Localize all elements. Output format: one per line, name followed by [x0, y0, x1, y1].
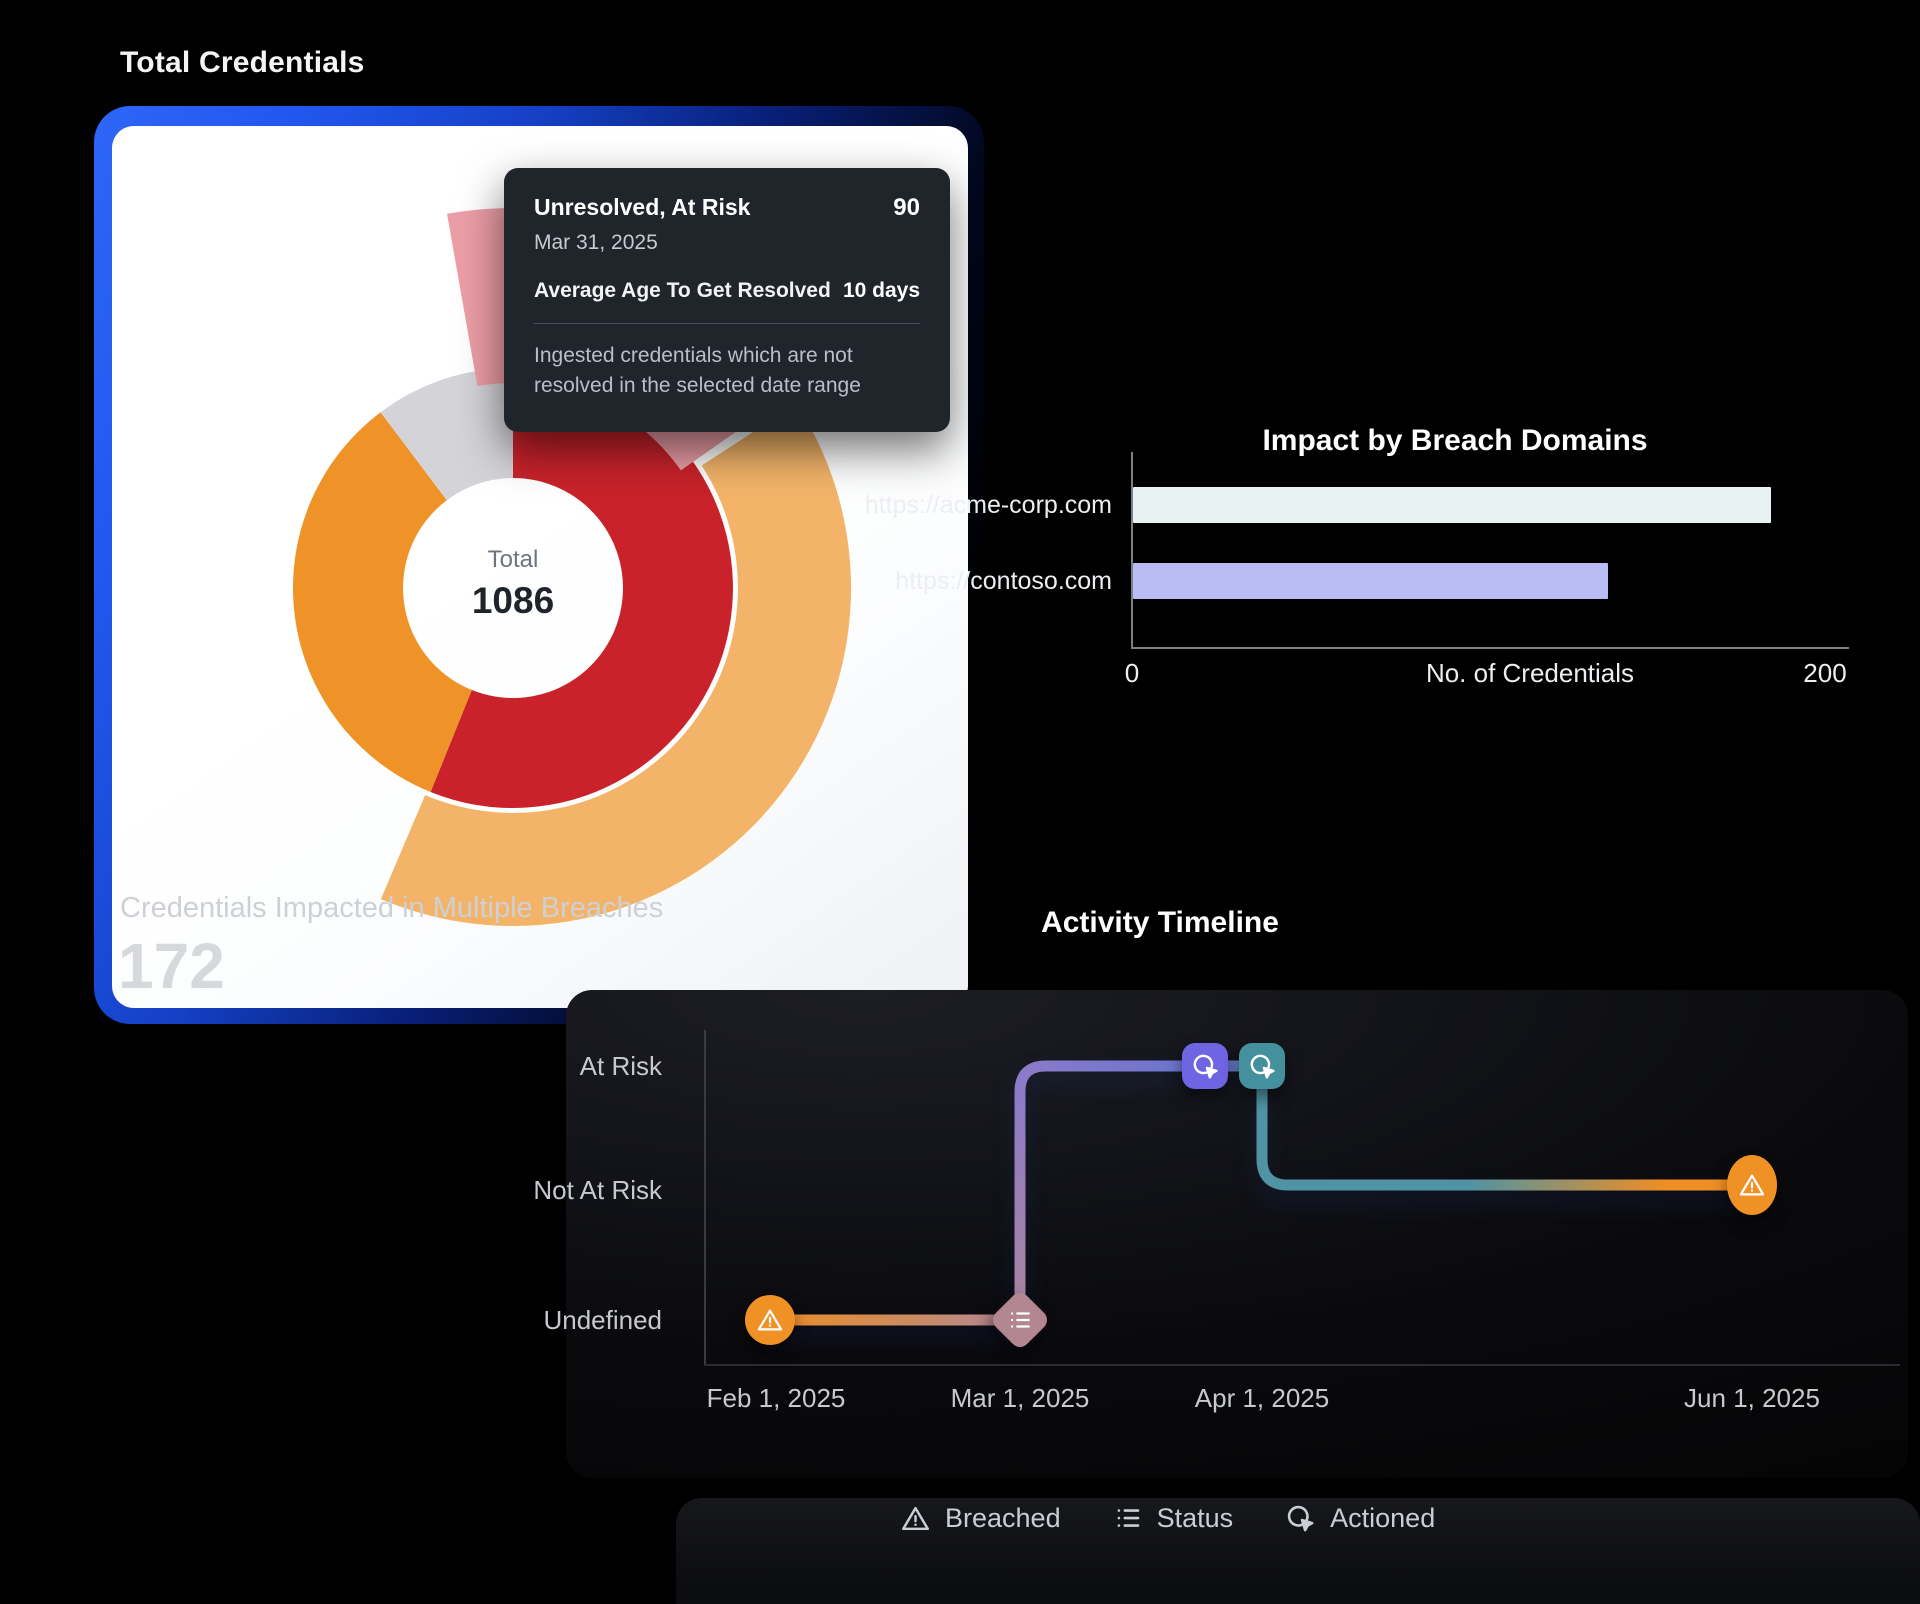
tooltip-age-value: 10 days — [842, 279, 920, 302]
tooltip-title: Unresolved, At Risk — [534, 194, 751, 220]
timeline-row-undefined: Undefined — [543, 1305, 662, 1335]
bar-x-tick-200: 200 — [1803, 658, 1847, 688]
bar-label-contoso: https://contoso.com — [895, 567, 1112, 595]
total-credentials-heading: Total Credentials — [120, 46, 365, 79]
bar-x-tick-0: 0 — [1124, 658, 1140, 688]
bar-acme-corp[interactable] — [1133, 487, 1771, 523]
legend-label-status: Status — [1156, 1502, 1234, 1533]
warning-icon — [1738, 1171, 1766, 1199]
list-icon — [1007, 1307, 1033, 1333]
event-actioned-purple[interactable] — [1182, 1043, 1228, 1089]
multiple-breaches-value: 172 — [118, 930, 225, 1002]
legend-item-status[interactable]: Status — [1113, 1502, 1234, 1534]
bar-chart-y-axis — [1131, 452, 1133, 649]
donut-tooltip: Unresolved, At Risk 90 Mar 31, 2025 Aver… — [504, 168, 950, 432]
donut-center-total: Total 1086 — [413, 546, 613, 622]
multiple-breaches-label: Credentials Impacted in Multiple Breache… — [120, 892, 664, 924]
event-actioned-teal[interactable] — [1239, 1043, 1285, 1089]
legend-label-actioned: Actioned — [1330, 1502, 1436, 1533]
timeline-row-at-risk: At Risk — [579, 1051, 662, 1081]
timeline-x-axis — [704, 1364, 1900, 1366]
event-breached-jun[interactable] — [1727, 1155, 1777, 1215]
warning-icon — [756, 1306, 784, 1334]
timeline-row-not-at-risk: Not At Risk — [533, 1175, 662, 1205]
click-icon — [1248, 1052, 1277, 1081]
impact-chart-title: Impact by Breach Domains — [1262, 424, 1648, 457]
tooltip-date: Mar 31, 2025 — [534, 231, 658, 254]
timeline-tick-jun: Jun 1, 2025 — [1684, 1383, 1820, 1413]
bar-fill-acme-corp — [1133, 487, 1771, 523]
bar-label-acme-corp: https://acme-corp.com — [864, 491, 1112, 519]
timeline-tick-feb: Feb 1, 2025 — [706, 1383, 846, 1413]
bar-x-axis-label: No. of Credentials — [1425, 658, 1635, 688]
click-icon — [1191, 1052, 1220, 1081]
event-breached-feb[interactable] — [745, 1295, 795, 1345]
event-status-mar[interactable] — [988, 1288, 1052, 1352]
tooltip-value: 90 — [893, 194, 920, 221]
timeline-tick-apr: Apr 1, 2025 — [1194, 1383, 1330, 1413]
tooltip-age-label: Average Age To Get Resolved — [534, 279, 831, 302]
timeline-legend: Breached Status Actioned — [900, 1492, 1435, 1544]
click-icon — [1285, 1503, 1316, 1534]
bar-chart-x-axis — [1131, 647, 1849, 649]
warning-icon — [900, 1503, 931, 1534]
legend-label-breached: Breached — [945, 1502, 1061, 1533]
bar-contoso[interactable] — [1133, 563, 1608, 599]
timeline-tick-mar: Mar 1, 2025 — [950, 1383, 1090, 1413]
tooltip-description: Ingested credentials which are not resol… — [534, 344, 861, 398]
donut-center-label: Total — [487, 546, 539, 573]
activity-timeline-title: Activity Timeline — [1041, 906, 1279, 939]
tooltip-divider — [534, 323, 920, 324]
legend-item-actioned[interactable]: Actioned — [1285, 1503, 1435, 1534]
donut-center-value: 1086 — [471, 580, 555, 621]
legend-panel — [676, 1498, 1920, 1604]
bar-fill-contoso — [1133, 563, 1608, 599]
legend-item-breached[interactable]: Breached — [900, 1503, 1061, 1534]
timeline-y-axis — [704, 1030, 706, 1366]
list-icon — [1113, 1503, 1143, 1533]
